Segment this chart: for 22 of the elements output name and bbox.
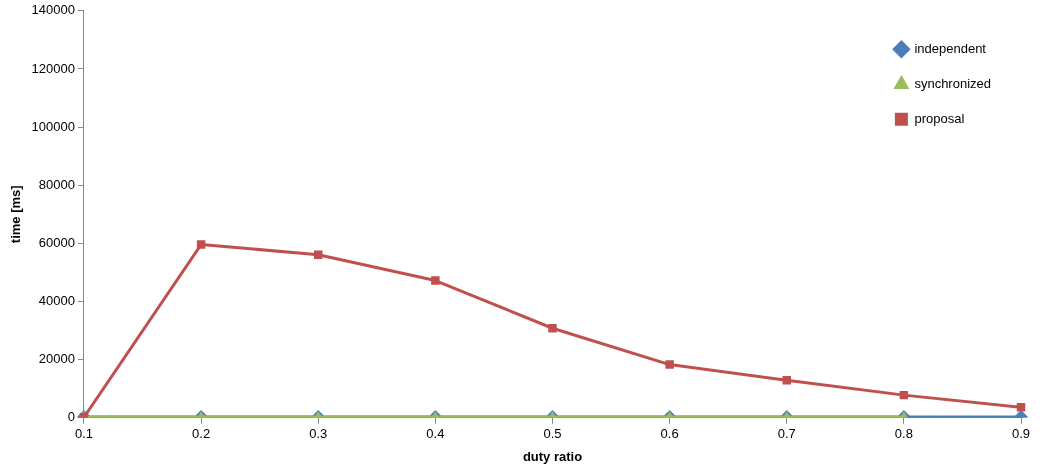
- y-tick-label: 20000: [38, 351, 75, 367]
- legend-label: synchronized: [914, 75, 992, 91]
- y-tick-label: 100000: [31, 118, 75, 134]
- x-tick-label: 0.4: [426, 426, 445, 442]
- x-tick-label: 0.3: [309, 426, 328, 442]
- y-tick-label: 0: [67, 409, 75, 425]
- x-tick-label: 0.8: [894, 426, 913, 442]
- legend-label: independent: [914, 40, 987, 56]
- x-tick-label: 0.5: [543, 426, 562, 442]
- y-tick-label: 120000: [31, 60, 75, 76]
- y-tick-label: 60000: [38, 234, 75, 250]
- x-tick-label: 0.1: [74, 426, 94, 442]
- y-tick-label: 40000: [38, 293, 75, 309]
- y-tick-label: 140000: [31, 2, 75, 18]
- x-tick-label: 0.7: [777, 426, 796, 442]
- y-axis-title: time [ms]: [8, 185, 24, 244]
- y-tick-label: 80000: [38, 176, 75, 192]
- x-axis-title: duty ratio: [522, 448, 583, 464]
- x-tick-label: 0.9: [1011, 426, 1031, 442]
- legend-label: proposal: [914, 110, 965, 126]
- x-tick-label: 0.6: [660, 426, 679, 442]
- x-tick-label: 0.2: [192, 426, 211, 442]
